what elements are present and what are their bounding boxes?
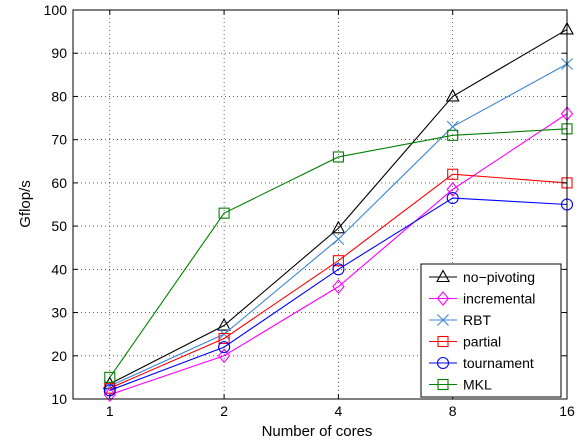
data-point-incremental	[103, 387, 117, 403]
series-line-mkl	[109, 128, 568, 378]
data-point-no-pivoting	[331, 220, 346, 234]
x-tick-label: 16	[559, 403, 575, 419]
y-axis-label: Gflop/s	[17, 180, 34, 228]
x-tick-label: 2	[220, 403, 228, 419]
data-point-no-pivoting	[445, 88, 460, 102]
data-point-mkl	[447, 129, 459, 141]
data-point-tournament	[332, 263, 345, 276]
x-axis-label: Number of cores	[262, 423, 373, 440]
data-point-incremental	[446, 182, 459, 197]
y-tick-label: 10	[51, 391, 67, 407]
y-tick-label: 40	[51, 261, 67, 277]
data-point-incremental	[217, 348, 231, 364]
data-point-mkl	[332, 151, 344, 163]
legend-label: partial	[463, 334, 501, 350]
data-point-rbt	[218, 328, 230, 341]
data-point-partial	[447, 168, 459, 180]
series-line-partial	[109, 173, 568, 389]
series-line-no-pivoting	[109, 28, 568, 385]
series-layer	[102, 21, 574, 403]
legend-marker	[436, 356, 450, 370]
data-point-rbt	[332, 233, 345, 245]
legend-label: no−pivoting	[463, 269, 535, 285]
legend-label: tournament	[463, 355, 534, 371]
legend-marker	[437, 335, 449, 348]
y-tick-label: 30	[51, 305, 67, 321]
legend-label: MKL	[463, 377, 492, 393]
data-point-tournament	[446, 191, 459, 205]
x-tick-label: 8	[449, 403, 457, 419]
series-line-incremental	[109, 113, 568, 396]
legend-marker	[437, 378, 449, 391]
data-point-partial	[218, 332, 230, 345]
series-line-tournament	[109, 197, 568, 391]
legend-marker	[436, 269, 450, 283]
legend-label: incremental	[463, 291, 535, 307]
plot-frame	[72, 9, 568, 400]
data-point-partial	[332, 255, 344, 267]
x-tick-label: 4	[334, 403, 342, 419]
y-tick-label: 100	[44, 2, 68, 18]
legend: no−pivoting incremental RBT partial tourname…	[420, 263, 562, 398]
legend-marker	[437, 314, 449, 326]
data-point-mkl	[218, 207, 230, 219]
y-tick-label: 80	[51, 88, 67, 104]
data-point-mkl	[104, 371, 116, 383]
data-point-no-pivoting	[217, 317, 232, 331]
legend-box	[420, 263, 562, 398]
legend-marker	[436, 291, 450, 306]
y-tick-label: 20	[51, 348, 67, 364]
y-tick-label: 70	[51, 132, 67, 148]
data-point-incremental	[332, 279, 345, 294]
axis-ticks: 10 20 30 40 50 60 70 80 90 100 1 2 4 8 16	[44, 2, 575, 419]
y-tick-label: 60	[51, 175, 67, 191]
legend-label: RBT	[463, 312, 491, 328]
y-tick-label: 50	[51, 218, 67, 234]
x-tick-label: 1	[106, 403, 114, 419]
data-point-tournament	[218, 341, 231, 354]
y-tick-label: 90	[51, 45, 67, 61]
